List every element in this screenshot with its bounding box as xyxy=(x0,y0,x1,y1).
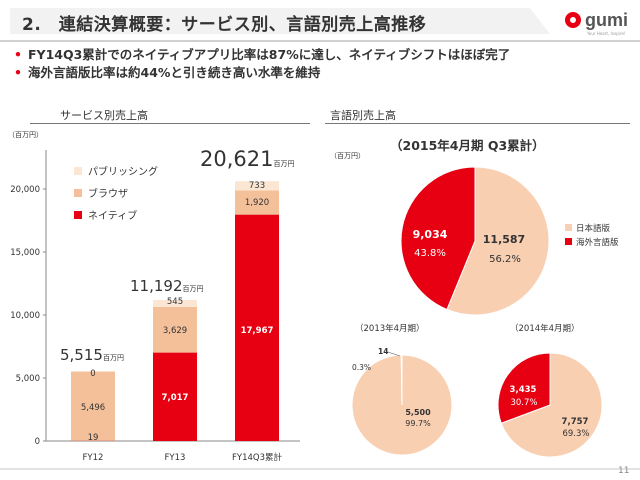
bar-segment-native xyxy=(235,214,279,441)
legend-label: 海外言語版 xyxy=(576,237,619,248)
legend-label: 日本語版 xyxy=(576,223,611,234)
x-tick-label: FY14Q3累計 xyxy=(232,452,282,463)
bar-total-label: 20,621百万円 xyxy=(200,147,294,171)
pie-slice-overseas xyxy=(400,166,476,311)
bar-segment-native xyxy=(153,352,197,441)
pie-value-label: 7,757 xyxy=(562,417,589,427)
pie-leader-line xyxy=(387,351,401,357)
language-section-rule xyxy=(325,123,630,124)
legend-swatch xyxy=(565,224,572,231)
pie-percent-label: 43.8% xyxy=(414,248,446,259)
bar-data-label: 733 xyxy=(249,181,265,191)
bar-data-label: 5,496 xyxy=(81,403,105,413)
y-tick-label: 10,000 xyxy=(10,311,40,321)
pie-percent-label: 30.7% xyxy=(510,398,537,408)
x-tick-label: FY13 xyxy=(165,453,186,463)
logo-text: gumi xyxy=(585,10,628,30)
logo-mark-icon xyxy=(565,12,581,28)
pie-percent-label: 69.3% xyxy=(562,429,589,439)
title-bar-shape xyxy=(10,8,550,34)
total-value: 20,621 xyxy=(200,147,273,171)
bar-segment-browser xyxy=(71,371,115,441)
y-tick-label: 15,000 xyxy=(10,248,40,258)
total-unit: 百万円 xyxy=(183,285,204,293)
pie-percent-label: 99.7% xyxy=(405,419,431,428)
bar-segment-publishing xyxy=(153,299,197,307)
legend-swatch xyxy=(74,167,82,175)
pie-slice-overseas xyxy=(400,354,403,406)
legend-label: ブラウザ xyxy=(88,187,128,200)
pie-value-label: 9,034 xyxy=(413,228,448,241)
pie-slice-japanese xyxy=(500,352,603,458)
service-section-title: サービス別売上高 xyxy=(60,109,148,122)
bar-total-label: 5,515百万円 xyxy=(60,346,124,364)
legend-swatch xyxy=(74,189,82,197)
header-divider xyxy=(0,40,640,42)
pie-value-label: 5,500 xyxy=(405,408,431,417)
bar-segment-browser xyxy=(235,190,279,215)
main-pie-title: （2015年4月期 Q3累計） xyxy=(390,138,545,153)
bullet-overseas-ratio: • 海外言語版比率は約44%と引き続き高い水準を維持 xyxy=(14,64,510,82)
total-value: 11,192 xyxy=(130,277,183,295)
x-tick-label: FY12 xyxy=(83,453,104,463)
bar-segment-browser xyxy=(153,306,197,353)
pie-value-label: 14 xyxy=(378,347,388,356)
footer-divider xyxy=(0,468,640,470)
pie-percent-label: 56.2% xyxy=(489,254,521,265)
total-unit: 百万円 xyxy=(103,354,124,362)
bar-segment-publishing xyxy=(235,181,279,191)
pie-title-2014: （2014年4月期） xyxy=(510,323,580,334)
y-tick-label: 0 xyxy=(35,437,40,447)
legend-label: ネイティブ xyxy=(88,209,137,222)
gumi-logo: gumi Your Heart, Inspire! xyxy=(565,10,635,40)
total-value: 5,515 xyxy=(60,346,103,364)
slide-header: 2. 連結決算概要：サービス別、言語別売上高推移 gumi Your Heart… xyxy=(0,0,640,40)
language-section-title: 言語別売上高 xyxy=(330,109,396,122)
bar-data-label: 1,920 xyxy=(245,198,269,208)
pie-title-2013: （2013年4月期） xyxy=(355,323,425,334)
bar-data-label: 19 xyxy=(88,433,99,443)
legend-label: パブリッシング xyxy=(88,165,158,178)
y-axis-unit-label: （百万円） xyxy=(8,131,43,139)
service-section-rule xyxy=(30,123,310,124)
slide-title: 2. 連結決算概要：サービス別、言語別売上高推移 xyxy=(22,15,427,35)
pie-unit-label: （百万円） xyxy=(330,152,365,160)
bullet-native-ratio: • FY14Q3累計でのネイティブアプリ比率は87%に達し、ネイティブシフトはほ… xyxy=(14,46,510,64)
total-unit: 百万円 xyxy=(273,160,294,168)
bar-data-label: 545 xyxy=(167,297,183,307)
bullet-dot-icon: • xyxy=(14,65,22,80)
page-number: 11 xyxy=(618,466,630,476)
logo-tagline: Your Heart, Inspire! xyxy=(587,31,626,36)
bar-data-label: 17,967 xyxy=(241,326,274,336)
bar-data-label: 0 xyxy=(90,369,95,379)
y-tick-label: 20,000 xyxy=(10,185,40,195)
summary-bullets: • FY14Q3累計でのネイティブアプリ比率は87%に達し、ネイティブシフトはほ… xyxy=(14,46,510,82)
legend-swatch xyxy=(565,238,572,245)
pie-slice-overseas xyxy=(497,352,551,424)
bullet-dot-icon: • xyxy=(14,47,22,62)
bar-data-label: 7,017 xyxy=(162,393,189,403)
bar-data-label: 3,629 xyxy=(163,326,187,336)
pie-value-label: 3,435 xyxy=(510,385,537,395)
pie-percent-label: 0.3% xyxy=(352,363,371,372)
bullet-text: FY14Q3累計でのネイティブアプリ比率は87%に達し、ネイティブシフトはほぼ完… xyxy=(28,47,511,62)
pie-slice-japanese xyxy=(446,166,550,316)
pie-value-label: 11,587 xyxy=(483,233,525,246)
bar-total-label: 11,192百万円 xyxy=(130,277,204,295)
y-tick-label: 5,000 xyxy=(16,374,40,384)
legend-swatch xyxy=(74,211,82,219)
bullet-text: 海外言語版比率は約44%と引き続き高い水準を維持 xyxy=(28,65,321,80)
